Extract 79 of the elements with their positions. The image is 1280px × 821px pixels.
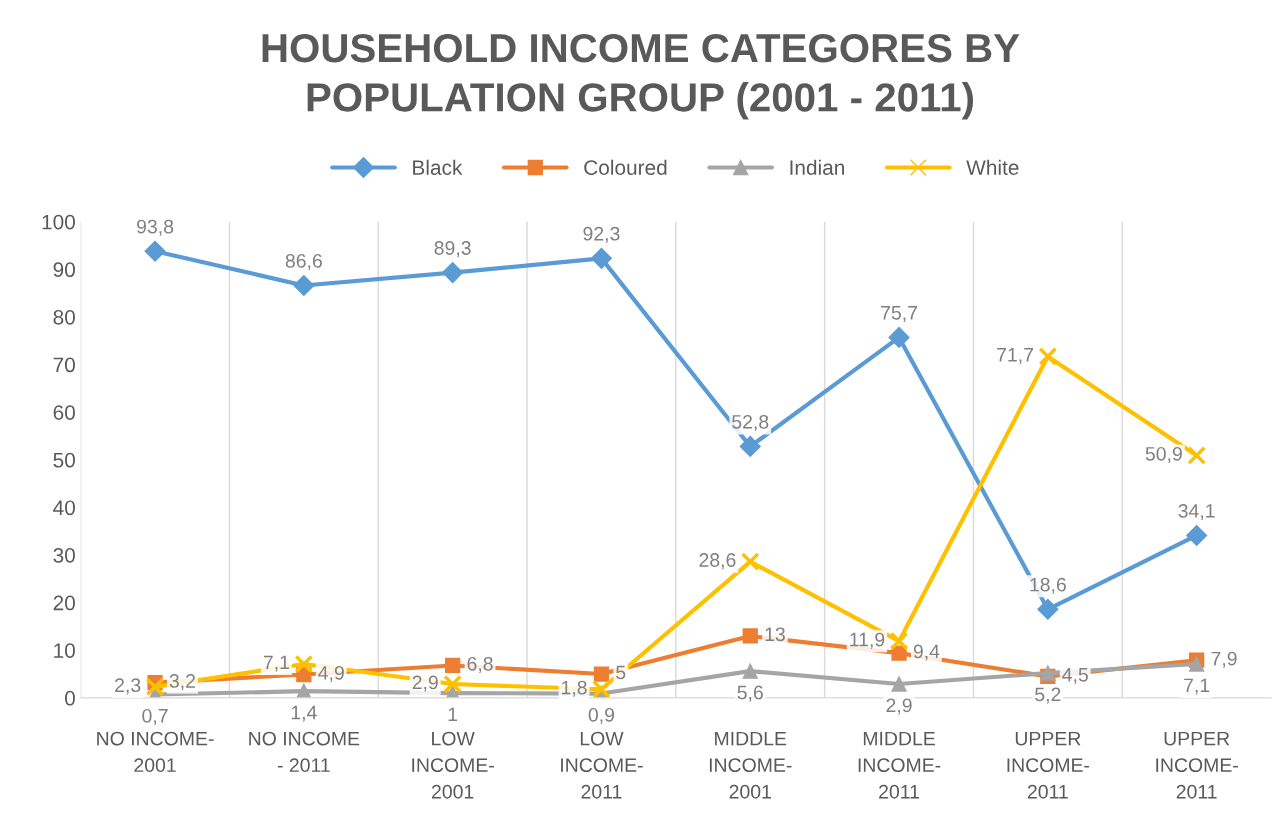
data-label: 0,7 [142, 708, 168, 725]
data-label: 1,4 [291, 705, 317, 722]
point [742, 628, 758, 644]
data-label: 71,7 [997, 348, 1033, 364]
legend-label: Coloured [584, 159, 667, 175]
data-label: 2,9 [886, 698, 912, 715]
y-tick-label: 10 [54, 643, 75, 658]
data-label: 7,9 [1211, 651, 1237, 668]
point [445, 657, 461, 674]
data-label: 52,8 [732, 414, 769, 431]
point [293, 274, 315, 296]
x-tick-label: UPPER INCOME-2011 [1156, 731, 1238, 799]
point [294, 654, 314, 674]
data-label: 92,3 [583, 226, 620, 243]
y-tick-label: 50 [53, 452, 75, 468]
point [889, 631, 909, 651]
y-tick-label: 30 [53, 548, 75, 563]
data-label: 93,8 [137, 219, 174, 236]
legend-label: Black [413, 159, 463, 175]
data-label: 5,2 [1035, 687, 1061, 704]
data-label: 3,2 [169, 674, 195, 691]
x-tick-label: MIDDLE INCOME-2001 [709, 731, 792, 799]
data-label: 28,6 [699, 553, 736, 570]
data-label: 86,6 [285, 253, 322, 271]
x-tick-label: UPPER INCOME-2011 [1007, 731, 1090, 799]
x-tick-label: NO INCOME - 2011 [249, 731, 360, 773]
point [590, 247, 612, 269]
point [739, 435, 761, 457]
y-tick-label: 70 [53, 357, 75, 373]
data-label: 7,1 [263, 655, 289, 672]
point [1038, 347, 1058, 366]
y-tick-label: 0 [65, 690, 75, 706]
data-label: 2,3 [115, 678, 141, 695]
point [740, 552, 760, 572]
data-label: 7,1 [1184, 678, 1210, 695]
data-label: 11,9 [850, 632, 885, 649]
data-label: 34,1 [1178, 503, 1215, 521]
point [1189, 656, 1205, 672]
point [592, 679, 611, 698]
x-tick-label: LOW INCOME-2011 [561, 731, 643, 799]
point [891, 676, 907, 692]
point [1040, 665, 1056, 681]
data-label: 4,9 [318, 665, 344, 683]
legend-label: Indian [790, 159, 844, 175]
x-tick-label: NO INCOME-2001 [97, 731, 214, 773]
data-label: 1,8 [562, 680, 587, 697]
point [742, 663, 758, 679]
data-label: 2,9 [412, 675, 438, 692]
data-label: 5,6 [737, 685, 763, 702]
data-label: 4,5 [1062, 668, 1088, 684]
point [1037, 598, 1059, 620]
data-label: 89,3 [434, 241, 471, 258]
data-label: 9,4 [913, 644, 940, 661]
legend-label: White [966, 159, 1019, 175]
point [144, 240, 166, 262]
point [888, 326, 910, 348]
y-tick-label: 60 [53, 405, 75, 420]
chart-title: HOUSEHOLD INCOME CATEGORES BY POPULATION GROUP (2001 - 2011) [262, 33, 1020, 120]
data-label: 0,9 [588, 707, 615, 725]
x-tick-label: MIDDLE INCOME-2011 [858, 731, 941, 799]
data-label: 5 [616, 665, 626, 680]
y-tick-label: 100 [42, 214, 75, 230]
point [145, 677, 165, 697]
data-label: 1 [448, 707, 458, 722]
data-label: 6,8 [467, 656, 493, 673]
y-tick-label: 90 [53, 262, 75, 278]
y-tick-label: 40 [53, 500, 75, 516]
data-label: 18,6 [1030, 577, 1066, 594]
y-tick-label: 80 [53, 309, 75, 325]
y-tick-label: 20 [53, 595, 75, 611]
point [443, 674, 463, 694]
point [1187, 446, 1207, 465]
point [1186, 524, 1208, 546]
x-tick-label: LOW INCOME-2001 [412, 731, 494, 799]
data-label: 50,9 [1145, 446, 1182, 463]
point [593, 666, 610, 682]
data-label: 75,7 [881, 306, 917, 322]
point [442, 262, 464, 284]
data-label: 13 [765, 627, 785, 642]
